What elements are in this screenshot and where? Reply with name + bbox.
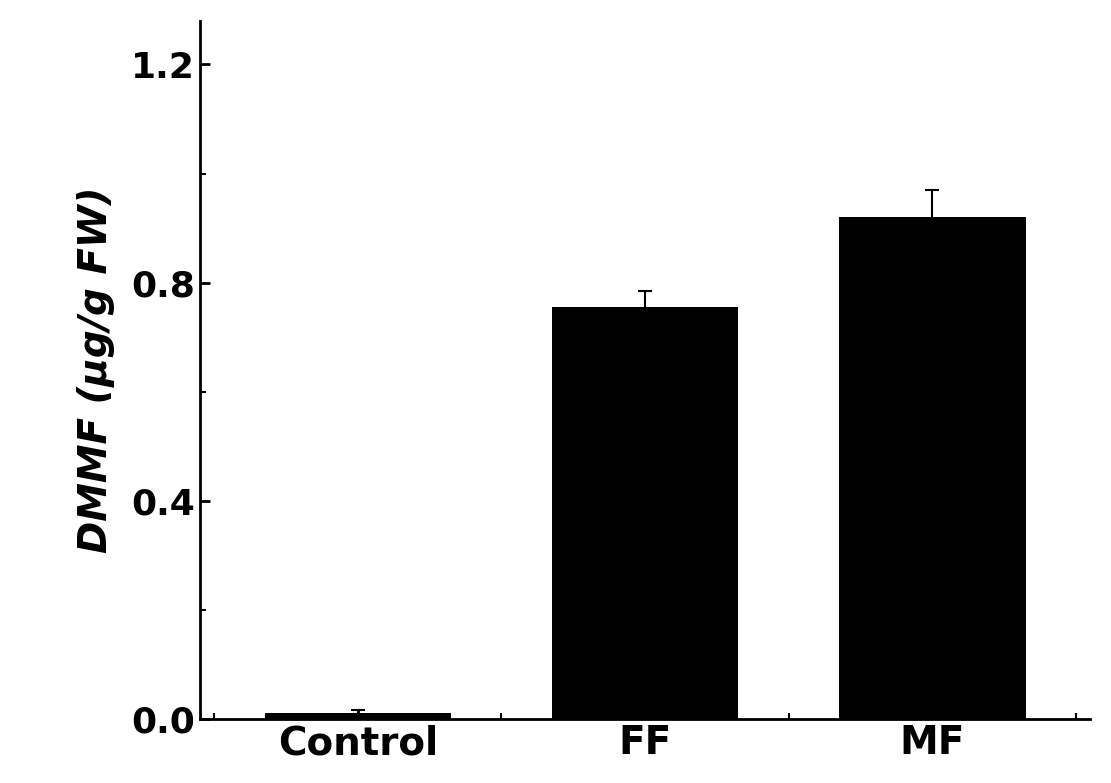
Bar [839, 217, 1025, 720]
Y-axis label: DMMF (μg/g FW): DMMF (μg/g FW) [77, 187, 114, 554]
Bar [552, 307, 739, 720]
Bar [264, 713, 451, 720]
